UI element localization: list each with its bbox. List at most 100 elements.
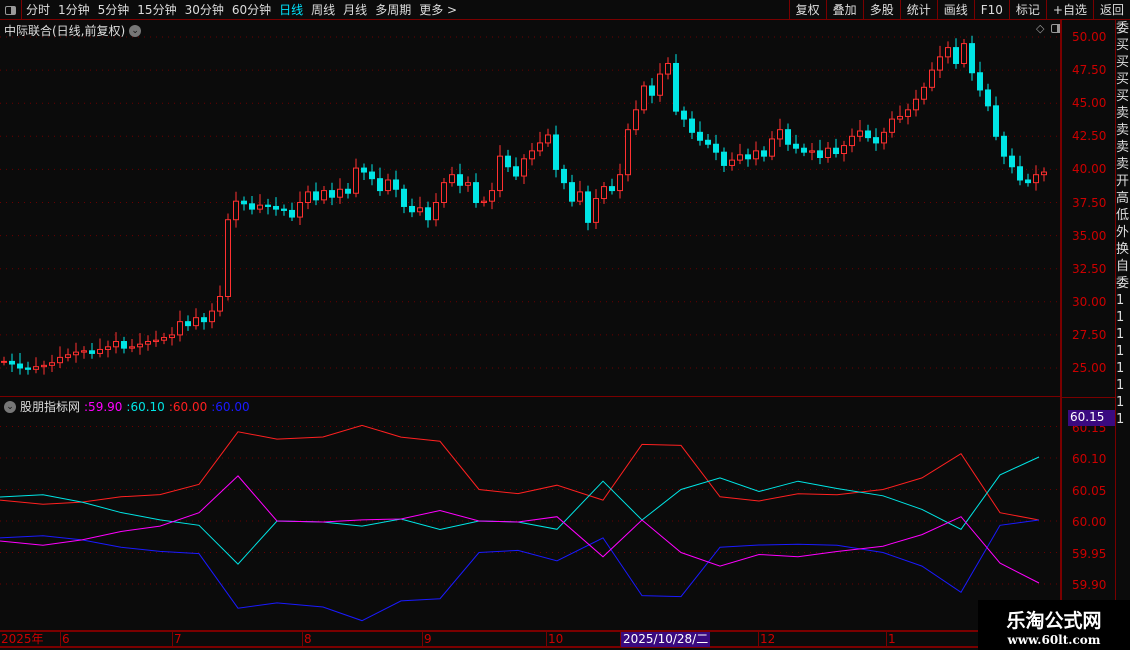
toolbar-button[interactable]: 返回 — [1092, 0, 1130, 20]
candle-down — [993, 105, 999, 137]
toolbar-button[interactable]: 多股 — [862, 0, 900, 20]
cursor-value-label: 60.15 — [1068, 410, 1115, 426]
candle-down — [561, 168, 567, 184]
toolbar-button[interactable]: 统计 — [899, 0, 937, 20]
candle-down — [1025, 179, 1031, 184]
candle-up — [937, 56, 943, 71]
y-tick-label: 60.10 — [1072, 452, 1107, 466]
candle-up — [441, 182, 447, 203]
x-tick-label: 2025/10/28/二 — [620, 632, 711, 647]
candle-up — [577, 191, 583, 202]
candle-up — [545, 134, 551, 144]
candle-up — [321, 190, 327, 201]
strip-label: 高 — [1116, 191, 1130, 206]
period-tab[interactable]: 周线 — [311, 3, 336, 17]
x-tick-label: 8 — [302, 632, 312, 647]
candle-up — [961, 43, 967, 64]
period-tab[interactable]: 15分钟 — [137, 3, 177, 17]
candle-down — [969, 43, 975, 74]
candle-up — [665, 62, 671, 75]
candle-up — [841, 145, 847, 155]
candle-up — [753, 150, 759, 160]
diamond-icon[interactable]: ◇ — [1036, 22, 1045, 35]
indicator-series-line — [0, 424, 1040, 521]
chevron-down-icon[interactable]: ⌄ — [129, 24, 142, 37]
toolbar-button[interactable]: 叠加 — [825, 0, 863, 20]
candle-up — [73, 351, 79, 356]
strip-label: 1 — [1116, 310, 1125, 325]
period-tab[interactable]: 60分钟 — [231, 3, 272, 17]
candle-up — [41, 364, 47, 368]
indicator-axis: 60.15 60.10 60.05 60.00 59.95 59.90 — [1060, 397, 1115, 630]
strip-label: 卖 — [1116, 157, 1130, 172]
period-tab[interactable]: 月线 — [343, 3, 368, 17]
candle-up — [641, 85, 647, 111]
toolbar-button[interactable]: 画线 — [936, 0, 974, 20]
candle-down — [369, 171, 375, 180]
strip-label: 自 — [1116, 259, 1130, 274]
candle-down — [249, 203, 255, 210]
candle-down — [833, 147, 839, 155]
toolbar-button[interactable]: 复权 — [788, 0, 826, 20]
candle-up — [97, 348, 103, 354]
candle-up — [449, 174, 455, 184]
candle-down — [473, 182, 479, 203]
x-tick-label: 6 — [60, 632, 70, 647]
strip-label: 委 — [1116, 276, 1130, 291]
candle-down — [265, 204, 271, 207]
candle-up — [49, 362, 55, 366]
candle-down — [1009, 155, 1015, 168]
candle-up — [177, 321, 183, 336]
candle-up — [737, 154, 743, 161]
candle-up — [521, 158, 527, 177]
candle-up — [353, 167, 359, 194]
y-tick-label: 60.00 — [1072, 515, 1107, 529]
panel-toggle-button[interactable] — [0, 0, 22, 20]
strip-label: 1 — [1116, 361, 1125, 376]
period-tab[interactable]: 30分钟 — [184, 3, 224, 17]
candle-down — [953, 47, 959, 64]
candle-down — [745, 154, 751, 160]
period-tab[interactable]: 日线 — [279, 3, 304, 17]
candle-up — [657, 73, 663, 96]
candle-up — [193, 317, 199, 327]
candle-up — [537, 142, 543, 152]
y-tick-label: 47.50 — [1072, 63, 1107, 78]
candle-up — [257, 204, 263, 210]
indicator-value: :59.90 — [84, 399, 123, 414]
candle-up — [113, 341, 119, 348]
strip-label: 卖 — [1116, 106, 1130, 121]
candle-up — [33, 366, 39, 370]
strip-label: 1 — [1116, 344, 1125, 359]
period-tab[interactable]: 5分钟 — [97, 3, 130, 17]
y-tick-label: 32.50 — [1072, 261, 1107, 276]
candle-up — [601, 186, 607, 200]
toolbar-button[interactable]: 标记 — [1008, 0, 1046, 20]
period-tab[interactable]: 更多 > — [419, 3, 458, 17]
panel-divider — [0, 396, 1060, 397]
candle-up — [145, 341, 151, 345]
period-tab[interactable]: 1分钟 — [58, 3, 90, 17]
x-tick-label: 7 — [172, 632, 182, 647]
toolbar-button[interactable]: F10 — [973, 0, 1009, 20]
period-tab[interactable]: 分时 — [26, 3, 51, 17]
candle-up — [729, 159, 735, 166]
candle-down — [289, 209, 295, 218]
candle-down — [1001, 135, 1007, 157]
strip-label: 买 — [1116, 55, 1130, 70]
candle-down — [713, 143, 719, 153]
candle-up — [433, 202, 439, 221]
candle-up — [385, 179, 391, 192]
indicator-value: :60.00 — [168, 399, 208, 414]
toolbar-button[interactable]: +自选 — [1045, 0, 1093, 20]
chevron-down-icon[interactable]: ⌄ — [4, 400, 16, 413]
candle-down — [793, 143, 799, 149]
candle-down — [409, 205, 415, 213]
candle-down — [817, 150, 823, 158]
candle-down — [585, 191, 591, 223]
period-tab[interactable]: 多周期 — [375, 3, 412, 17]
candle-up — [825, 147, 831, 158]
candle-down — [89, 350, 95, 354]
y-tick-label: 27.50 — [1072, 327, 1107, 342]
panel-icon — [5, 5, 16, 15]
